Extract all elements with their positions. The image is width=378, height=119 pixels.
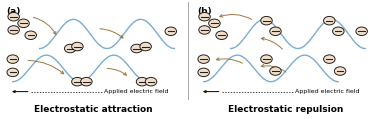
Circle shape <box>72 77 83 86</box>
Circle shape <box>65 44 76 53</box>
Circle shape <box>7 55 19 63</box>
Circle shape <box>198 68 209 77</box>
Circle shape <box>7 68 19 77</box>
Circle shape <box>356 27 367 36</box>
Circle shape <box>261 55 272 63</box>
Circle shape <box>25 31 36 40</box>
Circle shape <box>145 77 157 86</box>
Circle shape <box>81 77 92 86</box>
Circle shape <box>333 27 344 36</box>
Text: Applied electric field: Applied electric field <box>295 89 360 94</box>
Circle shape <box>209 19 220 28</box>
Circle shape <box>199 26 210 34</box>
Circle shape <box>261 16 272 25</box>
Circle shape <box>198 55 209 63</box>
Circle shape <box>140 42 151 51</box>
Text: (a): (a) <box>6 7 21 16</box>
Circle shape <box>18 19 29 28</box>
Text: (b): (b) <box>197 7 212 16</box>
Circle shape <box>131 44 143 53</box>
Circle shape <box>72 42 83 51</box>
Circle shape <box>136 77 148 86</box>
Circle shape <box>270 27 281 36</box>
Text: Electrostatic attraction: Electrostatic attraction <box>34 105 153 114</box>
Circle shape <box>216 31 227 40</box>
Circle shape <box>8 26 19 34</box>
Circle shape <box>324 55 335 63</box>
Text: Applied electric field: Applied electric field <box>104 89 169 94</box>
Circle shape <box>199 12 210 21</box>
Circle shape <box>335 67 346 75</box>
Circle shape <box>8 12 19 21</box>
Circle shape <box>165 27 177 36</box>
Text: Electrostatic repulsion: Electrostatic repulsion <box>228 105 344 114</box>
Circle shape <box>324 16 335 25</box>
Circle shape <box>270 67 281 75</box>
